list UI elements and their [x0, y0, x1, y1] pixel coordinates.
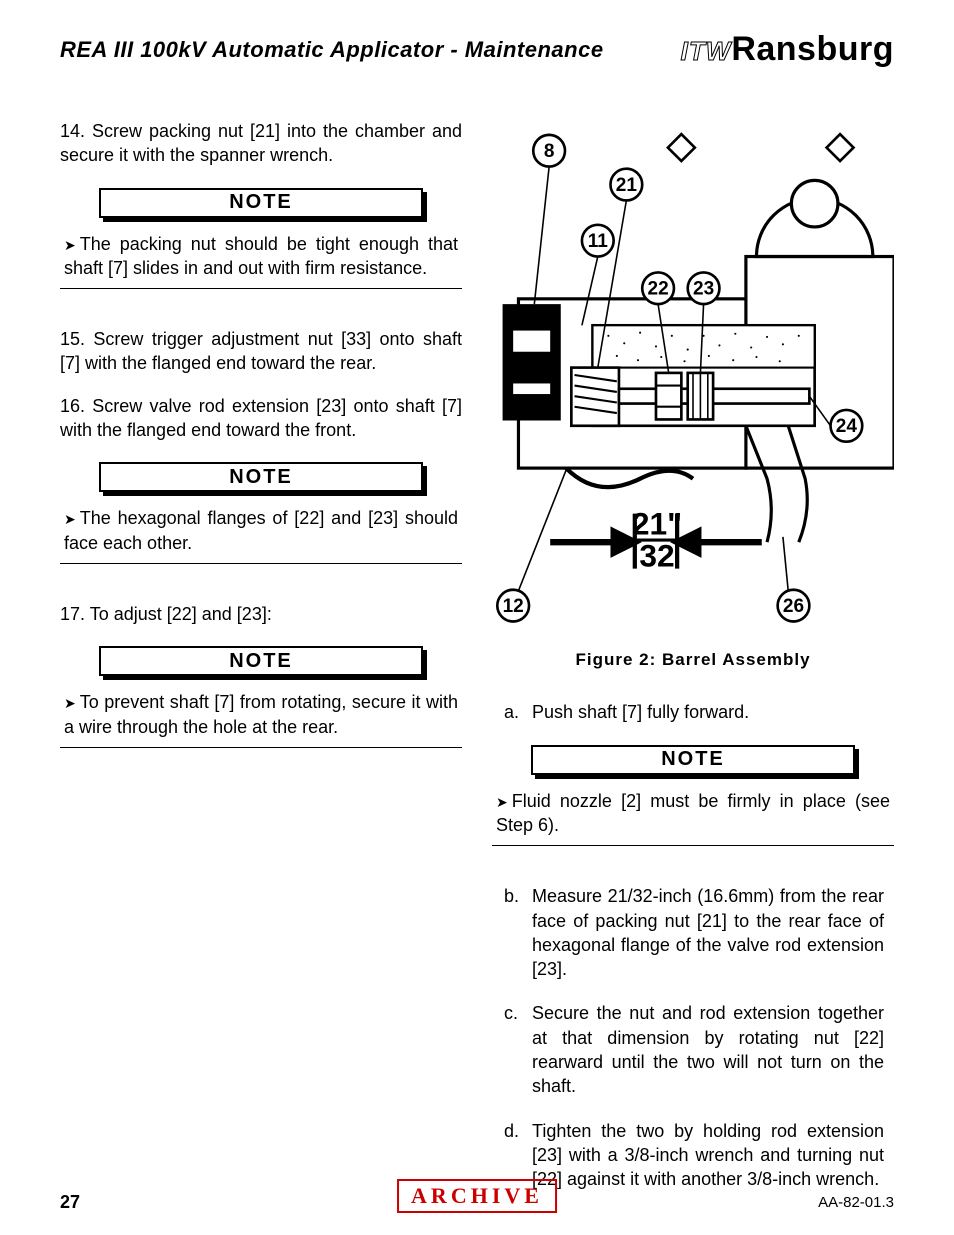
- page: REA III 100kV Automatic Applicator - Mai…: [0, 0, 954, 1235]
- right-column: 21" 32 8 21 11 22 23: [492, 119, 894, 1212]
- logo-ransburg: Ransburg: [731, 30, 894, 69]
- callout-11: 11: [588, 231, 609, 252]
- dim-denom: 32: [639, 537, 674, 573]
- note-title: NOTE: [99, 188, 423, 218]
- note-title-wrap: NOTE: [99, 462, 423, 496]
- left-column: 14. Screw packing nut [21] into the cham…: [60, 119, 462, 1212]
- note-1-body: ➤The packing nut should be tight enough …: [60, 232, 462, 290]
- arrow-icon: ➤: [64, 511, 76, 527]
- arrow-icon: ➤: [496, 794, 508, 810]
- sub-b: b.Measure 21/32-inch (16.6mm) from the r…: [532, 884, 894, 981]
- step-16: 16. Screw valve rod extension [23] onto …: [60, 394, 462, 443]
- figure-2: 21" 32 8 21 11 22 23: [492, 119, 894, 670]
- note-4-text: Fluid nozzle [2] must be firmly in place…: [496, 791, 890, 835]
- header-title: REA III 100kV Automatic Applicator - Mai…: [60, 37, 604, 63]
- sub-a: a.Push shaft [7] fully forward.: [532, 700, 894, 724]
- note-1-text: The packing nut should be tight enough t…: [64, 234, 458, 278]
- note-4-body: ➤Fluid nozzle [2] must be firmly in plac…: [492, 789, 894, 847]
- callout-8: 8: [544, 141, 555, 162]
- note-3-body: ➤To prevent shaft [7] from rotating, sec…: [60, 690, 462, 748]
- barrel-assembly-diagram: 21" 32 8 21 11 22 23: [492, 119, 894, 637]
- note-title: NOTE: [531, 745, 855, 775]
- note-1: NOTE ➤The packing nut should be tight en…: [60, 188, 462, 290]
- note-2-body: ➤The hexagonal flanges of [22] and [23] …: [60, 506, 462, 564]
- note-2: NOTE ➤The hexagonal flanges of [22] and …: [60, 462, 462, 564]
- note-3-text: To prevent shaft [7] from rotating, secu…: [64, 692, 458, 736]
- dim-numer: 21": [632, 506, 682, 542]
- brand-logo: ITWRansburg: [681, 30, 894, 69]
- page-number: 27: [60, 1192, 80, 1213]
- step-15: 15. Screw trigger adjustment nut [33] on…: [60, 327, 462, 376]
- step-14: 14. Screw packing nut [21] into the cham…: [60, 119, 462, 168]
- note-title-wrap: NOTE: [99, 646, 423, 680]
- sub-d: d.Tighten the two by holding rod extensi…: [532, 1119, 894, 1192]
- callout-21: 21: [616, 175, 638, 196]
- arrow-icon: ➤: [64, 237, 76, 253]
- step-17: 17. To adjust [22] and [23]:: [60, 602, 462, 626]
- page-footer: 27 AA-82-01.3: [60, 1192, 894, 1213]
- callout-24: 24: [836, 416, 858, 437]
- arrow-icon: ➤: [64, 695, 76, 711]
- note-title: NOTE: [99, 646, 423, 676]
- callout-23: 23: [693, 279, 714, 300]
- step-17-sublist: a.Push shaft [7] fully forward.: [532, 700, 894, 724]
- logo-itw: ITW: [681, 36, 732, 67]
- note-2-text: The hexagonal flanges of [22] and [23] s…: [64, 508, 458, 552]
- content-columns: 14. Screw packing nut [21] into the cham…: [60, 119, 894, 1212]
- note-4: NOTE ➤Fluid nozzle [2] must be firmly in…: [492, 745, 894, 847]
- sub-c: c.Secure the nut and rod extension toget…: [532, 1001, 894, 1098]
- figure-caption: Figure 2: Barrel Assembly: [492, 650, 894, 670]
- callout-22: 22: [648, 279, 669, 300]
- page-header: REA III 100kV Automatic Applicator - Mai…: [60, 30, 894, 69]
- callout-26: 26: [783, 596, 804, 617]
- note-3: NOTE ➤To prevent shaft [7] from rotating…: [60, 646, 462, 748]
- note-title: NOTE: [99, 462, 423, 492]
- step-17-sublist-cont: b.Measure 21/32-inch (16.6mm) from the r…: [532, 884, 894, 1191]
- doc-code: AA-82-01.3: [818, 1194, 894, 1211]
- note-title-wrap: NOTE: [531, 745, 855, 779]
- callout-12: 12: [503, 596, 524, 617]
- note-title-wrap: NOTE: [99, 188, 423, 222]
